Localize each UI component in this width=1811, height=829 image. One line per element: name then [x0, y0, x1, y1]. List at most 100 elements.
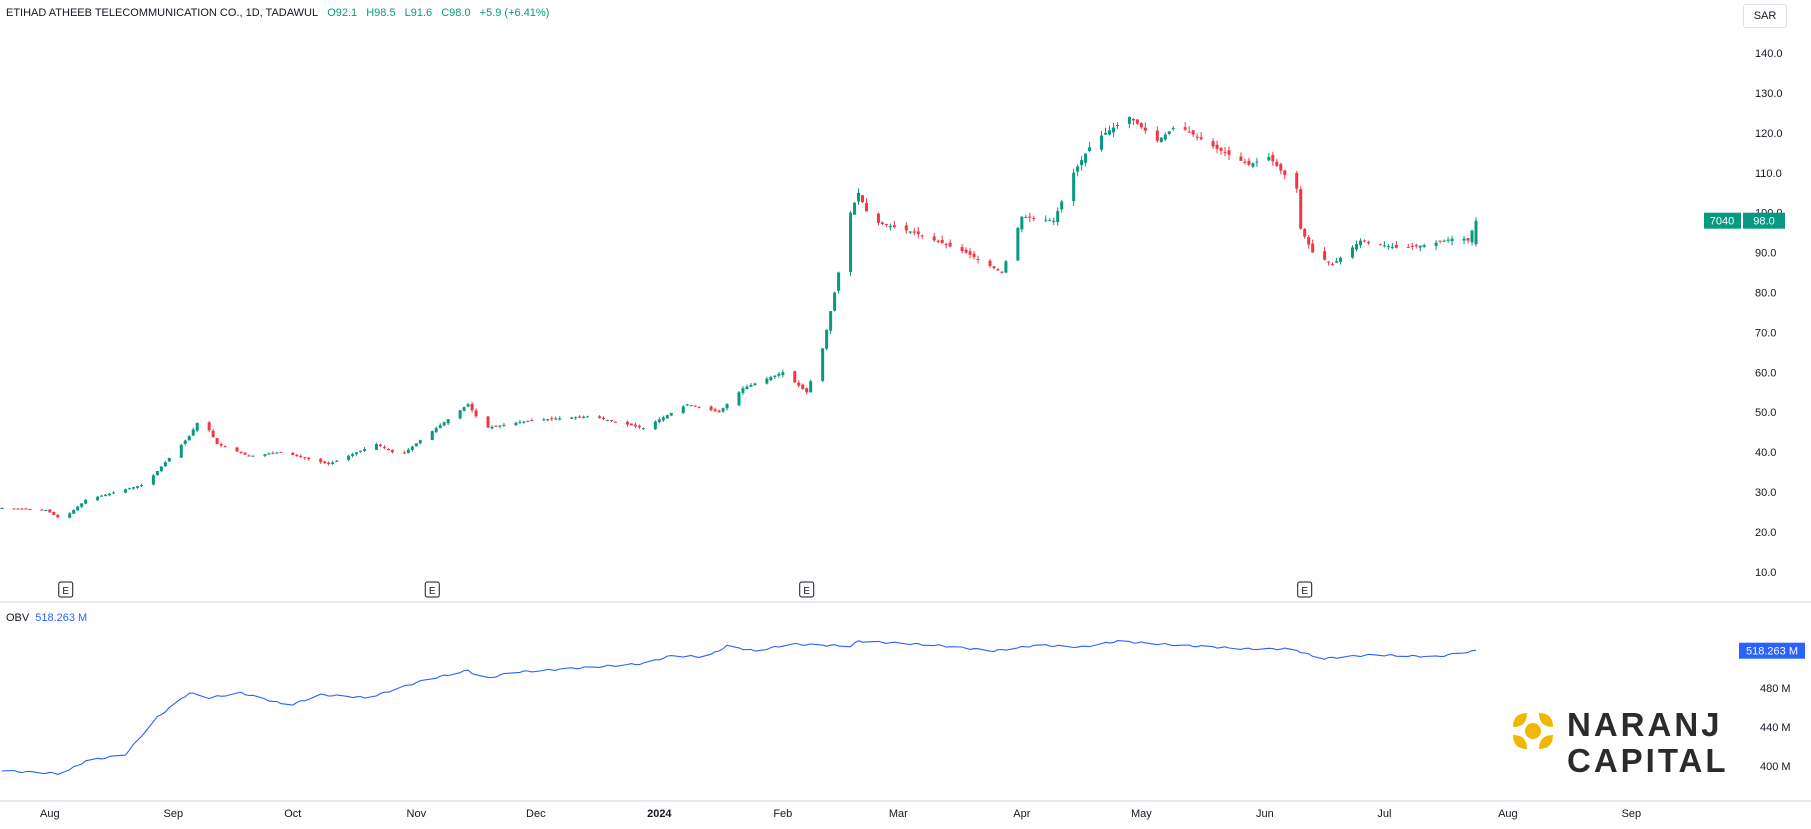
price-tick-label: 20.0 [1755, 527, 1776, 539]
candle-body [972, 253, 976, 258]
candle-body [1024, 217, 1028, 219]
candle-body [151, 475, 155, 485]
candle-body [554, 418, 558, 420]
obv-tick-label: 400 M [1760, 761, 1791, 773]
candle-body [1167, 131, 1171, 134]
candle-body [72, 509, 76, 514]
candle-body [1354, 244, 1358, 250]
candle-body [347, 455, 351, 460]
low-value: L91.6 [404, 7, 433, 19]
candle-body [825, 329, 829, 349]
candle-body [992, 266, 996, 269]
candle-body [430, 431, 434, 441]
candle-body [892, 225, 896, 228]
obv-tick-label: 480 M [1760, 683, 1791, 695]
candle-body [753, 383, 757, 386]
candle-body [112, 492, 116, 494]
candle-body [16, 508, 20, 510]
currency-button[interactable]: SAR [1743, 4, 1787, 28]
candle-body [1088, 147, 1092, 151]
candle-body [853, 202, 857, 215]
price-tick-label: 110.0 [1755, 168, 1782, 180]
candle-body [1466, 238, 1470, 241]
candle-body [1060, 201, 1064, 210]
candle-body [546, 419, 550, 421]
candle-body [183, 440, 187, 444]
logo-mark-icon [1513, 713, 1553, 749]
candle-body [486, 416, 490, 428]
candle-body [976, 258, 980, 260]
candle-body [351, 454, 355, 456]
candle-body [187, 436, 191, 441]
candle-body [773, 375, 777, 377]
candle-body [390, 449, 394, 453]
candle-body [1438, 240, 1442, 242]
candle-body [1390, 247, 1394, 249]
candle-body [108, 493, 112, 496]
candle-body [1004, 261, 1008, 273]
candle-body [56, 514, 60, 518]
candle-body [1462, 238, 1466, 241]
candle-body [606, 419, 610, 421]
time-tick-label: Feb [773, 808, 792, 820]
candle-body [1131, 118, 1135, 121]
candle-body [665, 415, 669, 419]
candle-body [821, 348, 825, 381]
candle-body [920, 235, 924, 237]
candle-body [522, 421, 526, 423]
candle-body [602, 417, 606, 419]
candle-body [960, 247, 964, 252]
candle-body [335, 460, 339, 462]
candle-body [1115, 124, 1119, 126]
candle-body [1446, 239, 1450, 241]
candle-body [1080, 160, 1084, 166]
ticker-tag-label: 7040 [1710, 216, 1734, 228]
price-tick-label: 50.0 [1755, 407, 1776, 419]
candle-body [1211, 141, 1215, 147]
candle-body [470, 403, 474, 411]
candle-body [749, 385, 753, 387]
candle-body [331, 462, 335, 464]
candle-body [307, 457, 311, 460]
candle-body [135, 486, 139, 488]
candle-body [805, 388, 809, 393]
candle-body [514, 422, 518, 426]
candle-body [880, 222, 884, 224]
candle-body [374, 444, 378, 450]
candle-body [717, 410, 721, 413]
candle-body [1382, 245, 1386, 247]
candle-body [235, 447, 239, 452]
candle-body [406, 449, 410, 454]
candle-body [904, 225, 908, 231]
candle-body [303, 457, 307, 459]
candle-body [1307, 237, 1311, 245]
candle-body [1366, 241, 1370, 243]
candle-body [721, 408, 725, 412]
symbol-title[interactable]: ETIHAD ATHEEB TELECOMMUNICATION CO., 1D,… [6, 7, 319, 19]
last-price-label: 98.0 [1753, 216, 1774, 228]
candle-body [996, 269, 1000, 271]
candle-body [614, 421, 618, 423]
candle-body [1084, 153, 1088, 163]
candle-body [1199, 137, 1203, 140]
candle-body [629, 423, 633, 426]
candle-body [860, 195, 864, 203]
obv-legend[interactable]: OBV 518.263 M [6, 612, 87, 624]
candle-body [139, 485, 143, 487]
price-tick-label: 40.0 [1755, 447, 1776, 459]
candle-body [940, 239, 944, 244]
candle-body [1327, 261, 1331, 263]
price-tick-label: 70.0 [1755, 327, 1776, 339]
candle-body [685, 404, 689, 406]
candle-body [159, 466, 163, 472]
candle-body [458, 410, 462, 419]
earnings-marker-label: E [803, 586, 810, 597]
candle-body [474, 410, 478, 417]
candle-body [1187, 131, 1191, 133]
candle-body [988, 260, 992, 266]
candle-body [633, 424, 637, 427]
candle-body [864, 203, 868, 212]
candle-body [737, 392, 741, 406]
candle-body [179, 444, 183, 458]
